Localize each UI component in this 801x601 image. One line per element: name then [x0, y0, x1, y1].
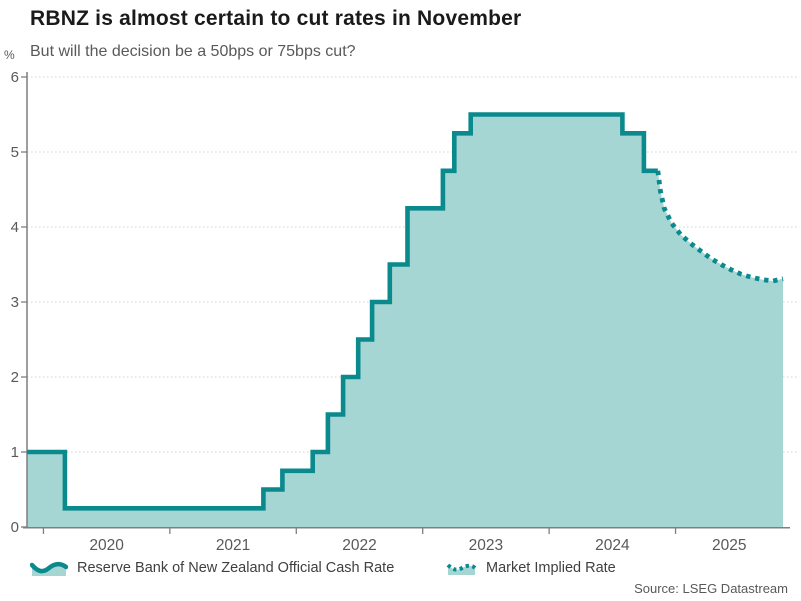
chart-subtitle: But will the decision be a 50bps or 75bp… [30, 43, 356, 60]
y-axis-tick-label: 2 [11, 369, 19, 386]
y-axis-tick-label: 5 [11, 144, 19, 161]
y-axis-tick-label: 6 [11, 69, 19, 86]
rate-area-fill [27, 114, 783, 527]
x-axis-year-label: 2024 [595, 537, 630, 554]
y-axis-tick-label: 4 [11, 219, 19, 236]
y-axis-tick-label: 0 [11, 519, 19, 536]
legend-label-ocr: Reserve Bank of New Zealand Official Cas… [77, 560, 395, 576]
y-axis-unit-label: % [4, 48, 15, 62]
chart-title: RBNZ is almost certain to cut rates in N… [30, 7, 522, 30]
x-axis-year-label: 2021 [216, 537, 250, 554]
x-axis-year-label: 2022 [342, 537, 376, 554]
x-axis-year-label: 2025 [712, 537, 746, 554]
legend-label-implied: Market Implied Rate [486, 560, 616, 576]
legend-item-ocr: Reserve Bank of New Zealand Official Cas… [30, 555, 394, 581]
legend: Reserve Bank of New Zealand Official Cas… [0, 555, 801, 581]
ocr-series-icon [30, 561, 68, 576]
y-axis-tick-label: 1 [11, 444, 19, 461]
source-attribution: Source: LSEG Datastream [634, 581, 788, 596]
x-axis-year-label: 2023 [469, 537, 503, 554]
legend-item-implied: Market Implied Rate [446, 555, 616, 581]
market-implied-dotted-line [655, 170, 784, 284]
y-axis-tick-label: 3 [11, 294, 19, 311]
ocr-step-line [27, 112, 658, 511]
x-axis-year-label: 2020 [89, 537, 124, 554]
implied-series-icon [446, 563, 477, 575]
